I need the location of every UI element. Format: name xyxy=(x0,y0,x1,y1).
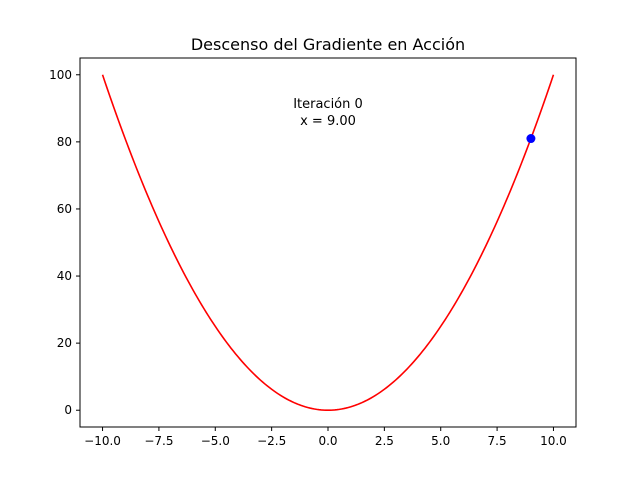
current-position-point xyxy=(526,134,536,144)
x-tick-label: 5.0 xyxy=(431,434,450,448)
x-tick-label: −7.5 xyxy=(144,434,173,448)
y-tick-label: 40 xyxy=(57,269,72,283)
x-tick-label: 7.5 xyxy=(488,434,507,448)
axes-frame xyxy=(79,57,577,428)
annotation-x-value-text: x = 9.00 xyxy=(300,114,356,129)
y-tick-label: 80 xyxy=(57,135,72,149)
y-axis: 0 20 40 60 80 100 xyxy=(49,68,80,417)
x-tick-label: −10.0 xyxy=(84,434,121,448)
annotation-iteration-text: Iteración 0 xyxy=(293,97,363,112)
x-tick-label: 0.0 xyxy=(318,434,337,448)
x-tick-label: 2.5 xyxy=(375,434,394,448)
y-tick-label: 0 xyxy=(64,403,72,417)
y-tick-label: 20 xyxy=(57,336,72,350)
y-tick-label: 60 xyxy=(57,202,72,216)
annotation: Iteración 0 x = 9.00 xyxy=(293,97,363,129)
x-axis: −10.0 −7.5 −5.0 −2.5 0.0 2.5 5.0 7.5 10.0 xyxy=(84,427,567,448)
x-tick-label: 10.0 xyxy=(540,434,567,448)
x-tick-label: −5.0 xyxy=(201,434,230,448)
y-tick-label: 100 xyxy=(49,68,72,82)
loss-curve-line xyxy=(101,74,555,412)
chart-title: Descenso del Gradiente en Acción xyxy=(191,35,465,54)
x-tick-label: −2.5 xyxy=(257,434,286,448)
plot-layer xyxy=(101,74,555,412)
